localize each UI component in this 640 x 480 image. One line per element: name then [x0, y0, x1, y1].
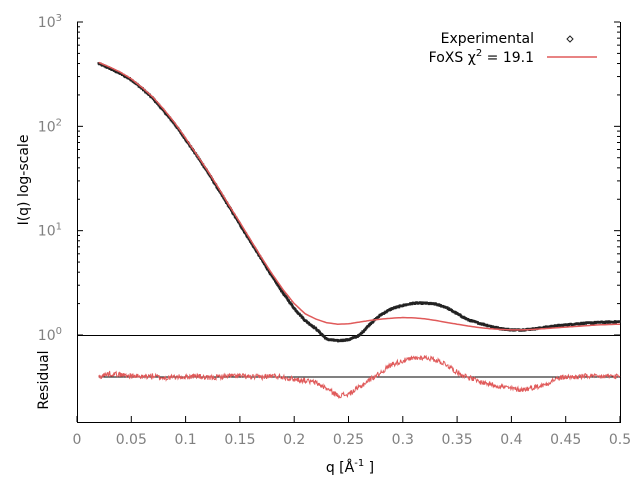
- x-tick-label: 0.4: [500, 432, 522, 448]
- x-tick-label: 0.3: [392, 432, 414, 448]
- legend-experimental-marker: [566, 35, 574, 43]
- residual-y-axis-label: Residual: [36, 350, 52, 409]
- x-tick-label: 0.15: [224, 432, 255, 448]
- legend-fit-label-suffix: = 19.1: [482, 50, 534, 66]
- legend-experimental-label: Experimental: [441, 31, 534, 47]
- y-tick-label: 102: [38, 117, 62, 135]
- x-tick-label: 0.35: [442, 432, 473, 448]
- y-tick-label: 100: [38, 326, 62, 344]
- legend-fit-label-exp: 2: [476, 48, 482, 59]
- residual-series: [98, 354, 621, 400]
- foxs-fit-line: [98, 61, 620, 331]
- x-axis-label-prefix: q [Å: [326, 459, 355, 476]
- x-tick-label: 0.2: [283, 432, 305, 448]
- residual-line: [98, 354, 621, 400]
- y-tick-label: 101: [38, 222, 62, 240]
- legend-fit-label-prefix: FoXS χ: [429, 50, 476, 66]
- x-ticks: 0 0.05 0.1 0.15 0.2 0.25 0.3 0.35 0.4 0.45 0.5: [73, 416, 631, 448]
- x-tick-label: 0.05: [116, 432, 147, 448]
- main-plot-frame: [77, 22, 621, 336]
- x-tick-label: 0: [73, 432, 82, 448]
- legend: Experimental FoXS χ2 = 19.1: [429, 31, 597, 66]
- experimental-series: [97, 62, 621, 343]
- x-axis-label-exp: -1: [354, 458, 364, 469]
- main-y-axis-label: I(q) log-scale: [16, 135, 32, 226]
- legend-fit-label: FoXS χ2 = 19.1: [429, 48, 534, 66]
- x-tick-label: 0.5: [609, 432, 631, 448]
- residual-plot-frame: [77, 335, 621, 423]
- y-tick-label: 103: [38, 13, 62, 31]
- x-tick-label: 0.25: [333, 432, 364, 448]
- foxs-fit-series: [98, 61, 620, 331]
- x-axis-label: q [Å-1 ]: [326, 458, 374, 476]
- y-tick-labels: 100 101 102 103: [38, 13, 620, 344]
- experimental-points: [97, 62, 621, 343]
- x-axis-label-suffix: ]: [364, 460, 374, 476]
- x-tick-label: 0.1: [174, 432, 196, 448]
- x-tick-label: 0.45: [550, 432, 581, 448]
